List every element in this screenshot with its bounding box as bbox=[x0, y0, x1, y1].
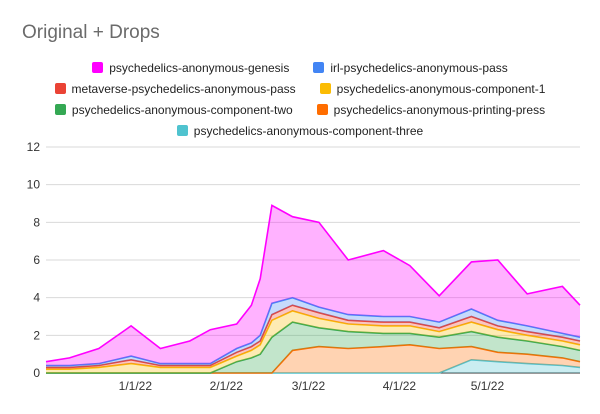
legend-row: psychedelics-anonymous-component-three bbox=[0, 120, 600, 141]
area-psychedelics-anonymous-genesis bbox=[46, 205, 580, 366]
legend-swatch bbox=[176, 125, 188, 136]
legend-swatch bbox=[313, 62, 325, 73]
area-psychedelics-anonymous-printing-press bbox=[46, 344, 580, 373]
y-tick-label: 10 bbox=[27, 178, 41, 192]
legend-swatch bbox=[54, 83, 66, 94]
legend-label: psychedelics-anonymous-printing-press bbox=[333, 102, 546, 117]
y-tick-label: 6 bbox=[33, 253, 40, 267]
legend-item-psychedelics-anonymous-component-three[interactable]: psychedelics-anonymous-component-three bbox=[176, 123, 424, 138]
line-psychedelics-anonymous-component-1 bbox=[46, 310, 581, 370]
legend-item-psychedelics-anonymous-printing-press[interactable]: psychedelics-anonymous-printing-press bbox=[316, 102, 546, 117]
area-psychedelics-anonymous-component-1 bbox=[46, 310, 580, 373]
area-psychedelics-anonymous-component-three bbox=[46, 359, 580, 373]
legend-item-irl-psychedelics-anonymous-pass[interactable]: irl-psychedelics-anonymous-pass bbox=[313, 60, 508, 75]
y-tick-label: 4 bbox=[33, 291, 40, 305]
legend-label: psychedelics-anonymous-component-three bbox=[193, 123, 424, 138]
legend-label: psychedelics-anonymous-component-two bbox=[71, 102, 293, 117]
legend-item-psychedelics-anonymous-component-1[interactable]: psychedelics-anonymous-component-1 bbox=[319, 81, 546, 96]
x-tick-label: 2/1/22 bbox=[210, 379, 244, 393]
line-irl-psychedelics-anonymous-pass bbox=[46, 296, 581, 367]
y-tick-label: 12 bbox=[27, 140, 41, 154]
y-tick-label: 0 bbox=[33, 366, 40, 380]
x-tick-label: 1/1/22 bbox=[119, 379, 153, 393]
x-tick-label: 3/1/22 bbox=[292, 379, 326, 393]
chart-title: Original + Drops bbox=[22, 22, 160, 43]
legend-swatch bbox=[54, 104, 66, 115]
legend-item-psychedelics-anonymous-genesis[interactable]: psychedelics-anonymous-genesis bbox=[92, 61, 289, 75]
axis-ticks: 0 2 4 6 8 10 12 1/1/22 2/1/22 3/1/22 4/1/22 5/1/22 bbox=[27, 140, 505, 393]
legend-item-metaverse-psychedelics-anonymous-pass[interactable]: metaverse-psychedelics-anonymous-pass bbox=[54, 81, 296, 96]
line-psychedelics-anonymous-genesis bbox=[45, 204, 581, 363]
legend-label: psychedelics-anonymous-genesis bbox=[109, 60, 290, 75]
line-psychedelics-anonymous-component-two bbox=[46, 321, 581, 374]
area-psychedelics-anonymous-component-two bbox=[46, 322, 580, 373]
legend-label: irl-psychedelics-anonymous-pass bbox=[330, 60, 508, 75]
legend-row: psychedelics-anonymous-genesis irl-psyche… bbox=[0, 57, 600, 78]
legend-item-psychedelics-anonymous-component-two[interactable]: psychedelics-anonymous-component-two bbox=[54, 102, 293, 117]
x-tick-label: 5/1/22 bbox=[471, 379, 505, 393]
area-series bbox=[45, 204, 581, 374]
x-tick-label: 4/1/22 bbox=[383, 379, 417, 393]
y-tick-label: 2 bbox=[33, 328, 40, 342]
legend-label: psychedelics-anonymous-component-1 bbox=[336, 81, 546, 96]
legend-row: psychedelics-anonymous-component-two psyc… bbox=[0, 99, 600, 120]
legend-label: metaverse-psychedelics-anonymous-pass bbox=[71, 81, 296, 96]
y-tick-label: 8 bbox=[33, 215, 40, 229]
legend-swatch bbox=[92, 62, 104, 73]
legend-swatch bbox=[319, 83, 331, 94]
legend: psychedelics-anonymous-genesis irl-psyche… bbox=[0, 57, 600, 141]
legend-swatch bbox=[316, 104, 328, 115]
line-metaverse-psychedelics-anonymous-pass bbox=[46, 304, 581, 369]
legend-row: metaverse-psychedelics-anonymous-pass psy… bbox=[0, 78, 600, 99]
